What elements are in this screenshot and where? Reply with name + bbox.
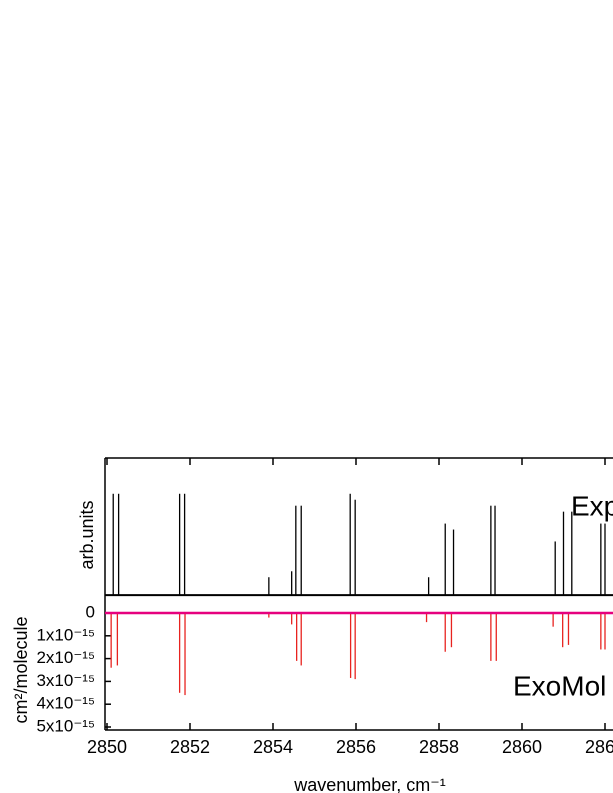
- y-axis-title: cm²/molecule: [11, 616, 31, 723]
- y-tick-label: 3x10⁻¹⁵: [36, 671, 95, 690]
- x-tick-label: 2854: [253, 737, 293, 757]
- series-label: Exp: [571, 490, 613, 521]
- x-axis-title: wavenumber, cm⁻¹: [293, 775, 446, 793]
- series-label: ExoMol: [513, 670, 606, 701]
- y-tick-label: 5x10⁻¹⁵: [36, 716, 95, 735]
- x-tick-label: 2860: [502, 737, 542, 757]
- x-tick-label: 2852: [170, 737, 210, 757]
- x-tick-label: 2862: [585, 737, 613, 757]
- y-tick-label: 4x10⁻¹⁵: [36, 694, 95, 713]
- x-tick-label: 2856: [336, 737, 376, 757]
- x-tick-label: 2858: [419, 737, 459, 757]
- y-axis-title: arb.units: [77, 500, 97, 569]
- y-tick-label: 0: [86, 602, 95, 621]
- x-tick-label: 2850: [87, 737, 127, 757]
- y-tick-label: 1x10⁻¹⁵: [36, 625, 95, 644]
- y-tick-label: 2x10⁻¹⁵: [36, 648, 95, 667]
